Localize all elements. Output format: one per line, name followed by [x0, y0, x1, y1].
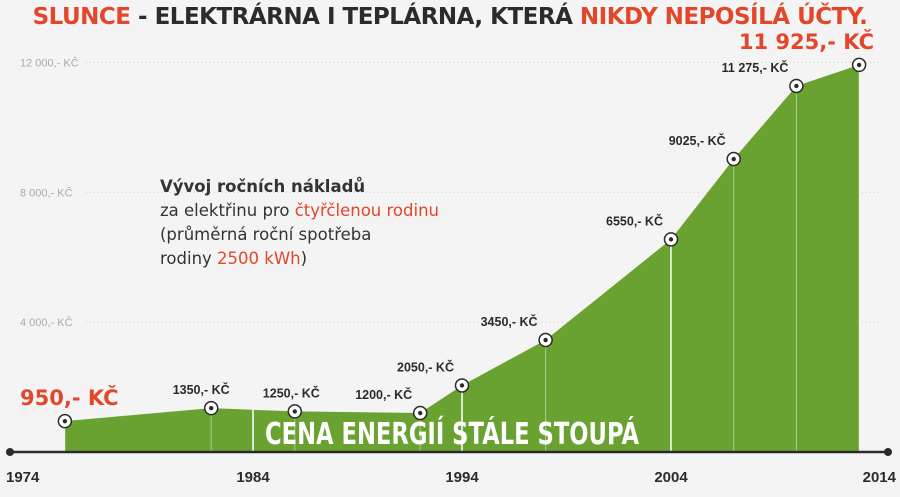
data-label: 2050,- KČ	[397, 359, 454, 374]
data-point-marker-dot	[209, 405, 214, 411]
data-label: 1200,- KČ	[355, 387, 412, 402]
data-point-marker-dot	[292, 409, 297, 414]
x-tick-label: 1994	[445, 469, 479, 486]
headline: SLUNCE - ELEKTRÁRNA I TEPLÁRNA, KTERÁ NI…	[0, 4, 900, 30]
banner-text: CENA ENERGIÍ STÁLE STOUPÁ	[265, 416, 640, 452]
headline-part-3: NIKDY NEPOSÍLÁ ÚČTY.	[579, 4, 868, 30]
data-label: 9025,- KČ	[669, 133, 726, 148]
description-line-4a: rodiny	[160, 249, 218, 268]
axis-layer: 1974 1984 1994 2004 2014	[6, 448, 897, 486]
data-label: 11 275,- KČ	[722, 60, 789, 75]
data-point-marker-dot	[668, 237, 674, 242]
data-label: 1250,- KČ	[263, 385, 320, 400]
description-line-4c: )	[300, 249, 308, 268]
data-point-marker-dot	[543, 337, 548, 343]
headline-part-1: SLUNCE	[32, 4, 131, 30]
area-series	[64, 64, 860, 453]
data-point-marker-dot	[856, 62, 862, 68]
data-point-marker-dot	[62, 418, 68, 424]
data-point-marker-dot	[794, 83, 799, 89]
description-line-2a: za elektřinu pro	[160, 201, 295, 220]
data-point-marker-dot	[731, 156, 736, 162]
x-tick-label: 1984	[236, 469, 270, 486]
x-tick-label: 2014	[863, 469, 897, 486]
x-axis-start-dot	[6, 448, 14, 456]
y-tick-label: 12 000,- KČ	[20, 56, 79, 69]
data-point-marker-dot	[459, 383, 465, 388]
emphasis-data-label: 11 925,- KČ	[739, 29, 874, 54]
description-line-4b: 2500 kWh	[217, 249, 301, 268]
description-line-3: (průměrná roční spotřeba	[160, 225, 372, 244]
emphasis-data-label: 950,- KČ	[20, 385, 119, 410]
description-line-1: Vývoj ročních nákladů	[160, 177, 366, 196]
area-layer	[64, 64, 860, 453]
description-line-2b: čtyřčlenou rodinu	[294, 201, 439, 220]
data-label: 6550,- KČ	[606, 213, 663, 228]
data-label: 3450,- KČ	[481, 314, 538, 329]
description-line-2: za elektřinu pro čtyřčlenou rodinu	[160, 199, 439, 223]
headline-part-2: - ELEKTRÁRNA I TEPLÁRNA, KTERÁ	[130, 4, 580, 30]
label-layer: 950,- KČ 1350,- KČ 1250,- KČ 1200,- KČ 2050,…	[20, 29, 874, 410]
x-tick-label: 2004	[654, 469, 688, 486]
description-line-4: rodiny 2500 kWh)	[160, 247, 439, 271]
y-tick-label: 4 000,- KČ	[20, 316, 73, 329]
marker-layer	[57, 57, 867, 429]
x-tick-label: 1974	[6, 469, 40, 486]
y-tick-label: 8 000,- KČ	[20, 186, 73, 199]
grid-layer: 4 000,- KČ 8 000,- KČ 12 000,- KČ	[20, 56, 880, 329]
x-axis-end-dot	[884, 448, 892, 456]
data-label: 1350,- KČ	[173, 382, 230, 397]
description: Vývoj ročních nákladů za elektřinu pro č…	[160, 175, 439, 271]
data-point-marker-dot	[418, 410, 423, 416]
